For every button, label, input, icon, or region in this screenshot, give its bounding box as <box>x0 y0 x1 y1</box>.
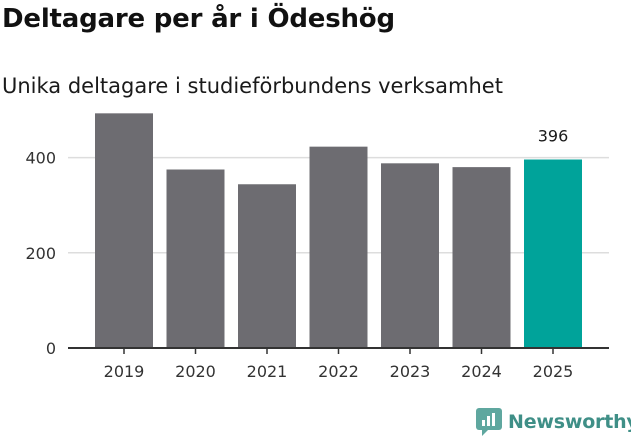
bar-2020 <box>166 169 225 348</box>
brand-name: Newsworthy <box>508 411 631 433</box>
y-tick-label: 400 <box>25 149 56 168</box>
x-tick-label: 2025 <box>533 362 574 381</box>
bar-2023 <box>381 163 439 348</box>
bar-2019 <box>95 113 153 348</box>
chart-subtitle: Unika deltagare i studieförbundens verks… <box>2 74 503 98</box>
x-tick-label: 2023 <box>390 362 431 381</box>
x-tick-label: 2022 <box>318 362 359 381</box>
chart-title: Deltagare per år i Ödeshög <box>2 4 395 34</box>
newsworthy-logo-icon <box>476 408 502 436</box>
y-tick-label: 200 <box>25 244 56 263</box>
x-tick-label: 2019 <box>104 362 145 381</box>
bar-2025 <box>524 159 582 348</box>
bar-2024 <box>452 167 511 348</box>
x-tick-label: 2021 <box>247 362 288 381</box>
newsworthy-brand: Newsworthy <box>476 407 631 437</box>
x-tick-label: 2024 <box>461 362 502 381</box>
data-label-2025: 396 <box>538 127 569 146</box>
bar-2022 <box>309 146 368 348</box>
y-tick-label: 0 <box>46 339 56 358</box>
x-tick-label: 2020 <box>175 362 216 381</box>
bar-2021 <box>238 184 296 348</box>
